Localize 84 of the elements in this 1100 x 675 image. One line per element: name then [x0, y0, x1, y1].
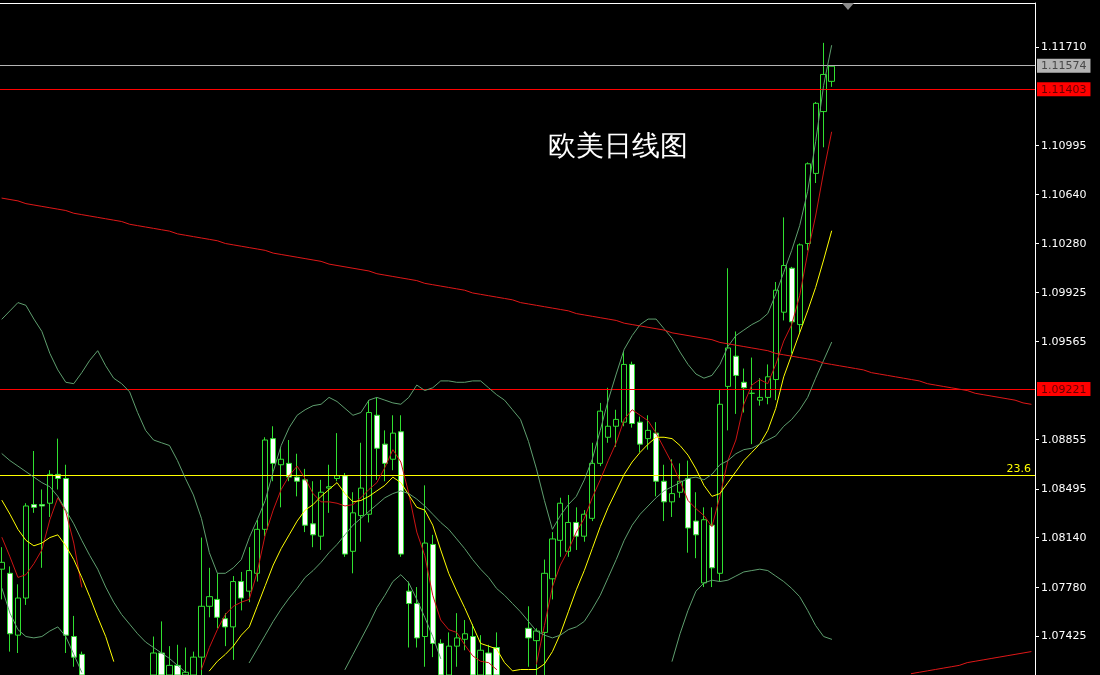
- annotation: 23.6: [1006, 462, 1031, 475]
- candlestick: [701, 506, 707, 588]
- candlestick: [797, 242, 803, 334]
- candlestick: [326, 464, 332, 514]
- candlestick: [462, 619, 468, 651]
- candlestick: [693, 491, 699, 559]
- candlestick: [629, 361, 635, 429]
- ref-line-label: 1.11574: [1041, 59, 1087, 73]
- candlestick: [31, 450, 37, 514]
- candlestick: [47, 469, 53, 518]
- candlestick: [733, 330, 739, 415]
- y-tick-label: 1.07780: [1041, 580, 1087, 594]
- candlestick: [605, 387, 611, 444]
- candlestick: [669, 458, 675, 518]
- candlestick: [7, 565, 13, 653]
- candlestick: [23, 502, 29, 606]
- candlestick: [262, 436, 268, 537]
- candlestick: [422, 484, 428, 668]
- candlestick: [63, 464, 69, 654]
- candlestick: [374, 396, 380, 481]
- ref-line-label: 1.09221: [1041, 382, 1087, 396]
- candlestick: [406, 581, 412, 649]
- candlestick: [685, 460, 691, 554]
- candlestick: [438, 638, 444, 675]
- candlestick: [294, 453, 300, 497]
- candlestick: [789, 266, 795, 354]
- ref-line-label: 1.11403: [1041, 82, 1087, 96]
- candlestick: [270, 425, 276, 482]
- candlestick: [15, 583, 21, 654]
- y-tick-label: 1.08495: [1041, 482, 1087, 496]
- candlestick: [757, 377, 763, 407]
- candlestick: [334, 432, 340, 482]
- candlestick: [613, 409, 619, 448]
- candlestick: [350, 491, 356, 574]
- candlestick: [246, 546, 252, 603]
- y-tick-label: 1.09925: [1041, 285, 1087, 299]
- y-tick-label: 1.08855: [1041, 432, 1087, 446]
- candlestick: [446, 631, 452, 675]
- candlestick: [0, 546, 5, 600]
- candlestick: [709, 506, 715, 588]
- line-series: [910, 651, 1032, 675]
- y-tick-label: 1.10995: [1041, 138, 1087, 152]
- candlestick: [310, 480, 316, 548]
- candlestick: [597, 402, 603, 467]
- line-series: [1, 45, 833, 574]
- y-tick-label: 1.10640: [1041, 187, 1087, 201]
- candlestick: [717, 388, 723, 583]
- candlestick: [79, 651, 85, 675]
- y-tick-label: 1.10280: [1041, 236, 1087, 250]
- candlestick: [773, 281, 779, 401]
- candlestick: [358, 442, 364, 543]
- candlestick: [254, 519, 260, 583]
- line-series: [1, 197, 1032, 405]
- candlestick: [414, 586, 420, 649]
- candlestick: [278, 447, 284, 508]
- candlestick: [39, 488, 45, 569]
- candlestick: [565, 494, 571, 558]
- candlestick: [382, 429, 388, 482]
- candlestick: [621, 351, 627, 427]
- candlestick: [454, 612, 460, 668]
- candlestick: [661, 464, 667, 522]
- candlestick: [238, 571, 244, 611]
- candlestick: [366, 399, 372, 523]
- candlestick: [725, 267, 731, 431]
- candlestick: [302, 468, 308, 533]
- candlestick: [653, 421, 659, 497]
- candlestick: [741, 368, 747, 414]
- candlestick: [71, 615, 77, 668]
- candlestick: [637, 416, 643, 453]
- candlestick: [781, 216, 787, 321]
- candlestick: [589, 442, 595, 522]
- candlestick: [230, 575, 236, 661]
- candlestick: [318, 479, 324, 551]
- candlestick: [55, 438, 61, 490]
- candlestick: [430, 534, 436, 658]
- y-tick-label: 1.08140: [1041, 531, 1087, 545]
- candlestick: [645, 414, 651, 451]
- candlestick: [749, 357, 755, 445]
- y-tick-label: 1.07425: [1041, 629, 1087, 643]
- text: 欧美日线图: [548, 128, 688, 162]
- candlestick: [342, 472, 348, 558]
- y-tick-label: 1.11710: [1041, 40, 1087, 54]
- candlestick: [398, 414, 404, 558]
- y-tick-label: 1.09565: [1041, 335, 1087, 349]
